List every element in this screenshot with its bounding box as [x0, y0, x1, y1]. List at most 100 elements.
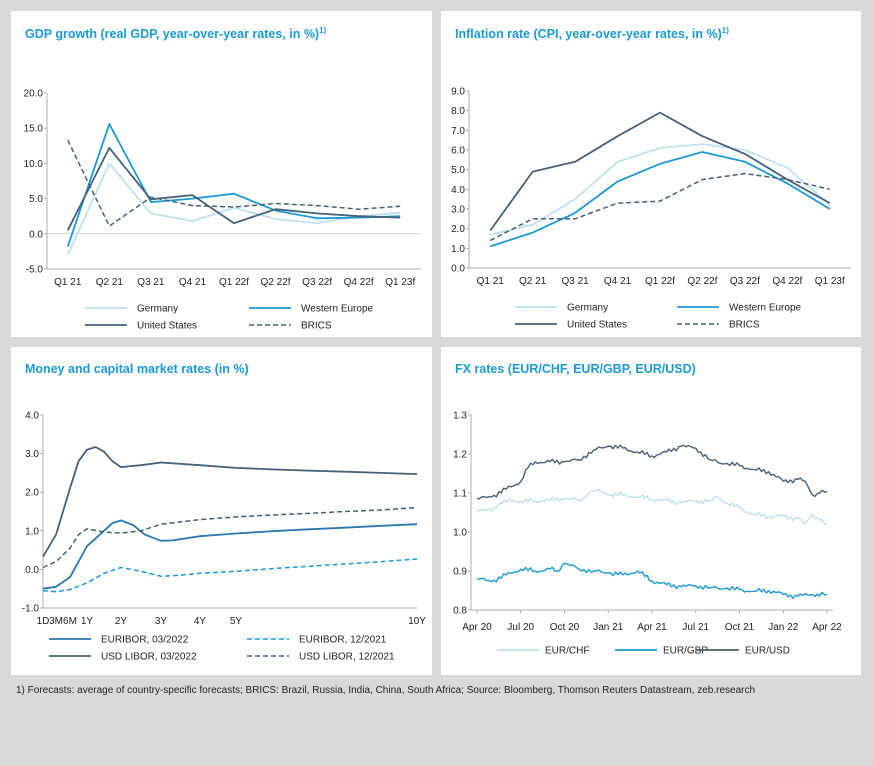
y-tick-label: -5.0 — [26, 265, 44, 276]
y-tick-label: 1.0 — [25, 526, 39, 537]
x-tick-label: Oct 21 — [725, 622, 755, 633]
x-tick-label: Q1 23f — [385, 277, 415, 288]
x-tick-label: Q1 23f — [815, 276, 845, 287]
legend-label-usd-libor-03-2022: USD LIBOR, 03/2022 — [101, 652, 197, 663]
x-tick-label: 5Y — [230, 616, 243, 627]
y-tick-label: 0.0 — [25, 565, 39, 576]
x-tick-label: Q3 22f — [302, 277, 332, 288]
legend-label-united-states: United States — [137, 321, 197, 332]
fx-rates-panel: FX rates (EUR/CHF, EUR/GBP, EUR/USD) 0.8… — [441, 347, 861, 675]
x-tick-label: Q3 22f — [730, 276, 760, 287]
gdp-growth-chart: -5.0 0.0 5.0 10.0 15.0 20.0 Q1 21 Q2 21 Q3 21 Q4 … — [24, 89, 421, 332]
series-line-western-europe — [66, 123, 401, 247]
x-tick-label: Q3 21 — [561, 276, 589, 287]
series-line-germany — [489, 143, 831, 236]
y-tick-label: 1.2 — [453, 450, 467, 461]
legend-label-united-states: United States — [567, 320, 627, 331]
x-tick-label: Q4 22f — [344, 277, 374, 288]
x-tick-label: 4Y — [194, 616, 207, 627]
y-tick-label: 1.3 — [453, 411, 467, 422]
x-tick-label: Apr 20 — [462, 622, 492, 633]
y-tick-label: 2.0 — [25, 488, 39, 499]
legend-label-eur-usd: EUR/USD — [745, 646, 790, 657]
x-tick-label: Q2 22f — [261, 277, 291, 288]
series-line-brics — [67, 139, 401, 227]
legend-label-germany: Germany — [567, 303, 608, 314]
y-tick-label: 10.0 — [24, 159, 44, 170]
gdp-growth-panel: GDP growth (real GDP, year-over-year rat… — [11, 11, 432, 337]
y-tick-label: 9.0 — [451, 87, 465, 98]
legend-label-germany: Germany — [137, 304, 178, 315]
y-tick-label: 20.0 — [24, 89, 44, 100]
y-tick-label: 1.1 — [453, 489, 467, 500]
x-tick-label: Q1 21 — [54, 277, 82, 288]
y-tick-label: 2.0 — [451, 224, 465, 235]
x-tick-label: Q1 22f — [645, 276, 675, 287]
y-tick-label: 8.0 — [451, 106, 465, 117]
x-tick-label: 10Y — [408, 616, 426, 627]
y-tick-label: 4.0 — [451, 185, 465, 196]
footnote: 1) Forecasts: average of country-specifi… — [16, 685, 756, 696]
fx-rates-chart: 0.8 0.9 1.0 1.1 1.2 1.3 Apr 20 Jul 20 Oct 20 Jan … — [453, 411, 842, 657]
legend-label-usd-libor-12-2021: USD LIBOR, 12/2021 — [299, 652, 395, 663]
series-line-eur-chf — [476, 488, 828, 525]
x-tick-label: Q4 21 — [604, 276, 632, 287]
legend-label-eur-gbp: EUR/GBP — [663, 646, 708, 657]
y-tick-label: 0.8 — [453, 606, 467, 617]
y-tick-label: 0.0 — [29, 229, 43, 240]
y-tick-label: 7.0 — [451, 126, 465, 137]
legend-label-brics: BRICS — [729, 320, 760, 331]
x-tick-label: Oct 20 — [550, 622, 580, 633]
x-tick-label: Q3 21 — [137, 277, 165, 288]
gdp-chart-title: GDP growth (real GDP, year-over-year rat… — [25, 26, 327, 42]
y-tick-label: 3.0 — [25, 449, 39, 460]
series-line-euribor-03-2022 — [42, 519, 418, 590]
x-tick-label: Jul 20 — [507, 622, 534, 633]
x-tick-label: Jan 22 — [768, 622, 798, 633]
legend-label-eur-chf: EUR/CHF — [545, 646, 589, 657]
y-tick-label: 1.0 — [453, 528, 467, 539]
y-tick-label: 0.9 — [453, 567, 467, 578]
x-tick-label: Jul 21 — [682, 622, 709, 633]
x-tick-label: Q4 22f — [772, 276, 802, 287]
series-line-united-states — [489, 111, 831, 232]
x-tick-label: 6M — [63, 616, 77, 627]
inflation-rate-panel: Inflation rate (CPI, year-over-year rate… — [441, 11, 861, 337]
legend-label-western-europe: Western Europe — [301, 304, 374, 315]
x-tick-label: Q2 22f — [687, 276, 717, 287]
y-tick-label: 15.0 — [24, 124, 44, 135]
x-tick-label: Q2 21 — [519, 276, 547, 287]
y-tick-label: 3.0 — [451, 205, 465, 216]
y-tick-label: 5.0 — [29, 194, 43, 205]
y-tick-label: 6.0 — [451, 146, 465, 157]
legend-label-western-europe: Western Europe — [729, 303, 802, 314]
y-tick-label: 4.0 — [25, 411, 39, 422]
series-line-usd-libor-12-2021 — [42, 506, 418, 569]
y-tick-label: -1.0 — [22, 604, 40, 615]
legend-label-euribor-03-2022: EURIBOR, 03/2022 — [101, 635, 189, 646]
x-tick-label: 1Y — [81, 616, 94, 627]
fx-rates-chart-title: FX rates (EUR/CHF, EUR/GBP, EUR/USD) — [455, 362, 696, 376]
inflation-chart-title: Inflation rate (CPI, year-over-year rate… — [455, 26, 729, 42]
market-rates-chart-title: Money and capital market rates (in %) — [25, 362, 249, 376]
series-line-usd-libor-03-2022 — [42, 446, 418, 558]
market-rates-panel: Money and capital market rates (in %) -1… — [11, 347, 432, 675]
x-tick-label: Q1 22f — [219, 277, 249, 288]
x-tick-label: Jan 21 — [593, 622, 623, 633]
y-tick-label: 5.0 — [451, 165, 465, 176]
series-line-eur-gbp — [476, 562, 828, 600]
series-line-eur-usd — [476, 444, 828, 500]
x-tick-label: Q4 21 — [179, 277, 207, 288]
market-rates-chart: -1.0 0.0 1.0 2.0 3.0 4.0 1D 3M 6M 1Y 2Y 3Y 4Y 5Y 10Y EU… — [22, 411, 426, 663]
series-line-brics — [489, 172, 830, 242]
inflation-rate-chart: 0.0 1.0 2.0 3.0 4.0 5.0 6.0 7.0 8.0 9.0 Q1 21 Q2 21… — [451, 87, 851, 331]
legend-label-brics: BRICS — [301, 321, 332, 332]
y-tick-label: 1.0 — [451, 244, 465, 255]
x-tick-label: Apr 21 — [637, 622, 667, 633]
x-tick-label: 3M — [49, 616, 63, 627]
x-tick-label: 1D — [37, 616, 50, 627]
series-line-western-europe — [489, 151, 831, 248]
x-tick-label: Q2 21 — [96, 277, 124, 288]
x-tick-label: Q1 21 — [477, 276, 505, 287]
series-line-united-states — [66, 146, 401, 231]
